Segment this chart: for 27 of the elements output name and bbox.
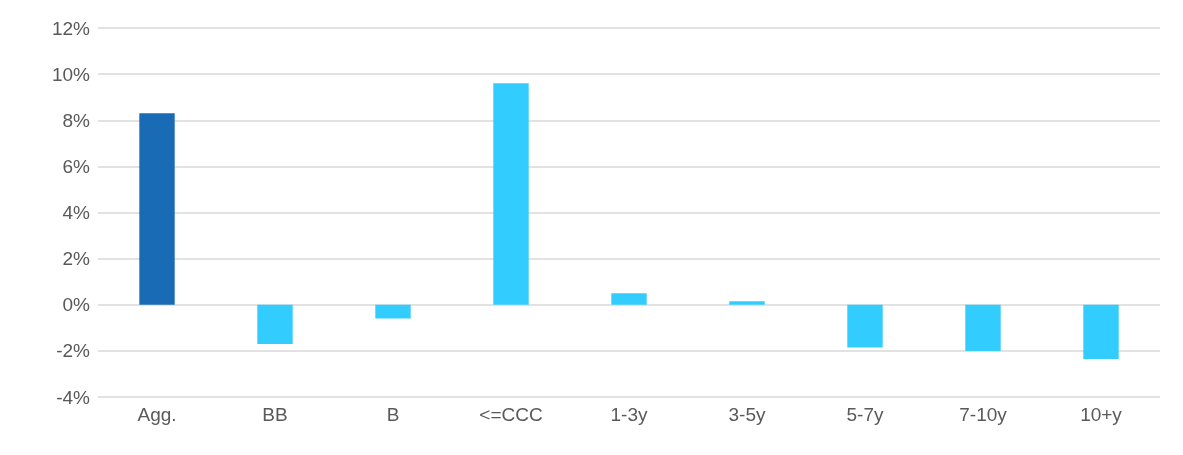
y-tick-label: -2%	[56, 340, 91, 362]
y-tick-label: -4%	[56, 386, 91, 408]
y-tick-label: 6%	[62, 155, 91, 177]
x-tick-label: 1-3y	[610, 404, 648, 425]
y-tick-label: 12%	[51, 17, 91, 39]
bar	[257, 304, 293, 344]
y-tick-label: 10%	[51, 63, 91, 85]
x-tick-label: 7-10y	[959, 404, 1008, 425]
y-tick-label: 0%	[62, 294, 91, 316]
x-tick-label: BB	[262, 404, 288, 425]
x-tick-label: Agg.	[137, 404, 177, 425]
y-tick-label: 2%	[62, 248, 91, 270]
x-tick-label: 10+y	[1080, 404, 1123, 425]
x-tick-label: 5-7y	[846, 404, 884, 425]
y-tick-label: 4%	[62, 202, 91, 223]
bar	[847, 304, 883, 348]
bar	[493, 83, 529, 305]
y-tick-label: 8%	[62, 109, 91, 131]
bar	[729, 301, 765, 305]
x-tick-label: 3-5y	[728, 404, 766, 425]
x-tick-label: B	[386, 404, 400, 425]
x-tick-label: <=CCC	[479, 404, 543, 425]
bar	[139, 113, 175, 305]
bar	[1083, 304, 1119, 359]
bar	[965, 304, 1001, 351]
bar	[611, 293, 647, 305]
bar	[375, 304, 411, 319]
